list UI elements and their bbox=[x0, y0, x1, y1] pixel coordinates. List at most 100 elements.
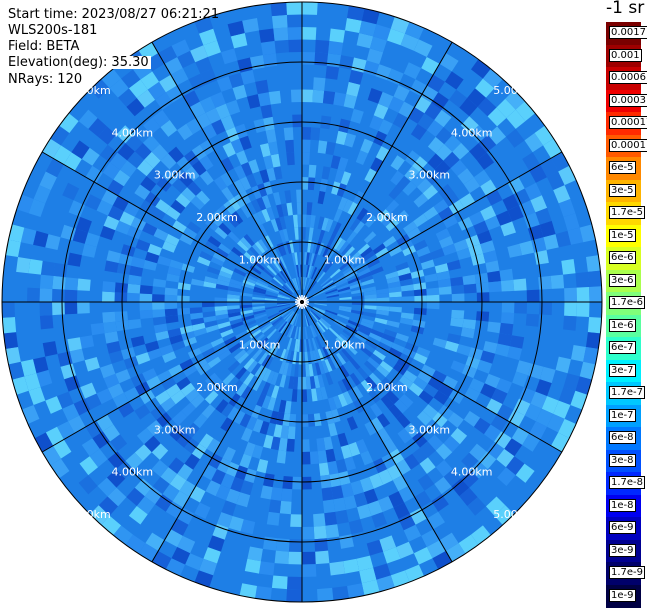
radar-gate-cell bbox=[368, 389, 381, 404]
radar-gate-cell bbox=[438, 404, 454, 420]
radar-gate-cell bbox=[360, 346, 373, 358]
radar-gate-cell bbox=[270, 218, 279, 232]
radar-gate-cell bbox=[282, 362, 289, 376]
radar-gate-cell bbox=[255, 79, 269, 95]
radar-gate-cell bbox=[353, 190, 365, 205]
radar-gate-cell bbox=[363, 488, 379, 505]
nrays-line: NRays: 120 bbox=[8, 73, 82, 86]
radar-gate-cell bbox=[311, 267, 318, 280]
radar-gate-cell bbox=[322, 260, 332, 272]
radar-gate-cell bbox=[115, 320, 130, 332]
radar-gate-cell bbox=[314, 52, 329, 66]
radar-gate-cell bbox=[346, 81, 361, 97]
radar-gate-cell bbox=[202, 123, 217, 140]
colorbar-tick-label: 3e-7 bbox=[609, 363, 636, 377]
radar-gate-cell bbox=[155, 92, 173, 110]
radar-gate-cell bbox=[280, 270, 289, 282]
radar-gate-cell bbox=[302, 214, 307, 228]
radar-gate-cell bbox=[431, 494, 449, 512]
radar-gate-cell bbox=[179, 233, 194, 246]
radar-gate-cell bbox=[217, 275, 231, 283]
radar-gate-cell bbox=[190, 195, 205, 210]
radar-gate-cell bbox=[313, 290, 325, 297]
radar-gate-cell bbox=[190, 278, 205, 287]
radar-gate-cell bbox=[476, 152, 495, 170]
radar-gate-cell bbox=[403, 62, 422, 80]
radar-gate-cell bbox=[531, 237, 547, 253]
radar-gate-cell bbox=[170, 518, 189, 536]
radar-gate-cell bbox=[561, 259, 576, 275]
radar-gate-cell bbox=[377, 209, 391, 223]
radar-gate-cell bbox=[341, 377, 352, 392]
radar-gate-cell bbox=[427, 377, 443, 391]
radar-gate-cell bbox=[327, 397, 337, 411]
radar-gate-cell bbox=[501, 302, 515, 314]
radar-gate-cell bbox=[513, 188, 531, 206]
nrays-label: NRays: bbox=[8, 72, 54, 87]
colorbar-tick-label: 6e-9 bbox=[609, 521, 636, 535]
radar-gate-cell bbox=[199, 342, 213, 354]
radar-gate-cell bbox=[388, 96, 405, 113]
radar-gate-cell bbox=[319, 318, 330, 329]
radar-gate-cell bbox=[152, 109, 170, 128]
radar-gate-cell bbox=[272, 192, 282, 206]
radar-gate-cell bbox=[424, 102, 442, 120]
radar-gate-cell bbox=[169, 259, 184, 270]
radar-gate-cell bbox=[28, 259, 43, 275]
radar-gate-cell bbox=[349, 218, 361, 232]
radar-gate-cell bbox=[220, 115, 235, 131]
radar-gate-cell bbox=[478, 451, 497, 470]
radar-gate-cell bbox=[457, 216, 474, 231]
radar-gate-cell bbox=[292, 114, 302, 128]
radar-gate-cell bbox=[404, 166, 420, 182]
radar-gate-cell bbox=[336, 239, 347, 252]
radar-gate-cell bbox=[146, 168, 163, 184]
radar-gate-cell bbox=[282, 413, 291, 427]
radar-gate-cell bbox=[182, 364, 198, 377]
radar-gate-cell bbox=[383, 547, 401, 564]
radar-gate-cell bbox=[389, 296, 402, 302]
radar-gate-cell bbox=[337, 380, 348, 394]
radar-gate-cell bbox=[184, 150, 200, 166]
radar-gate-cell bbox=[337, 197, 348, 211]
radar-gate-cell bbox=[228, 315, 242, 322]
radar-gate-cell bbox=[283, 284, 294, 294]
radar-gate-cell bbox=[296, 264, 300, 278]
radar-gate-cell bbox=[143, 259, 158, 271]
radar-gate-cell bbox=[273, 424, 283, 438]
radar-gate-cell bbox=[307, 413, 316, 427]
radar-gate-cell bbox=[60, 363, 77, 380]
radar-gate-cell bbox=[514, 302, 527, 314]
radar-gate-cell bbox=[194, 16, 214, 34]
radar-gate-cell bbox=[16, 257, 31, 274]
radar-gate-cell bbox=[396, 413, 411, 429]
radar-gate-cell bbox=[273, 27, 289, 41]
radar-gate-cell bbox=[257, 319, 270, 327]
radar-gate-cell bbox=[259, 169, 270, 184]
radar-gate-cell bbox=[344, 133, 357, 148]
radar-gate-cell bbox=[134, 142, 152, 160]
radar-gate-cell bbox=[443, 469, 461, 487]
radar-gate-cell bbox=[379, 535, 397, 552]
radar-gate-cell bbox=[272, 276, 284, 287]
radar-gate-cell bbox=[143, 117, 161, 135]
radar-gate-cell bbox=[390, 570, 410, 588]
radar-gate-cell bbox=[354, 261, 367, 271]
radar-gate-cell bbox=[373, 130, 388, 147]
radar-gate-cell bbox=[457, 168, 474, 185]
radar-gate-cell bbox=[461, 452, 479, 470]
radar-gate-cell bbox=[220, 48, 238, 65]
radar-gate-cell bbox=[252, 296, 265, 300]
radar-gate-cell bbox=[215, 283, 229, 291]
radar-gate-cell bbox=[119, 211, 135, 226]
radar-gate-cell bbox=[171, 178, 188, 194]
radar-gate-cell bbox=[530, 391, 548, 409]
radar-gate-cell bbox=[302, 551, 316, 565]
radar-gate-cell bbox=[135, 352, 151, 365]
radar-gate-cell bbox=[96, 388, 113, 405]
radar-gate-cell bbox=[42, 445, 61, 466]
radar-gate-cell bbox=[292, 214, 299, 228]
azimuth-spoke bbox=[301, 151, 563, 303]
radar-gate-cell bbox=[228, 342, 242, 354]
radar-gate-cell bbox=[130, 335, 145, 348]
